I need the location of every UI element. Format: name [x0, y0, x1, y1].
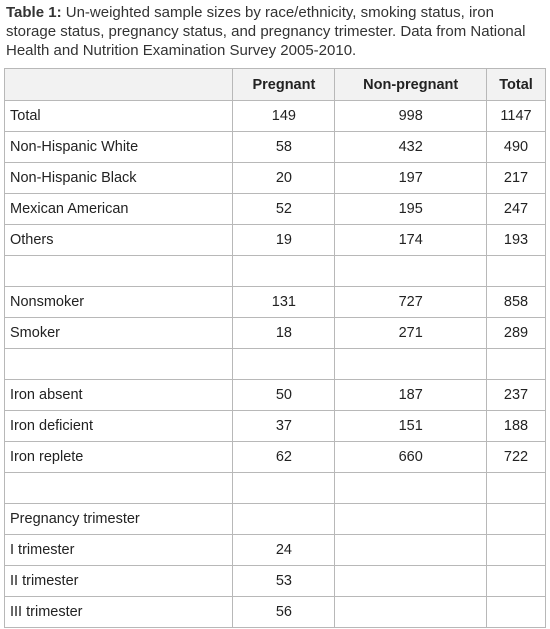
row-label: Smoker	[3, 317, 234, 349]
empty-cell	[486, 255, 546, 287]
empty-cell	[486, 565, 546, 597]
table-row: Iron absent 50 187 237	[3, 379, 546, 411]
table-row: Non-Hispanic Black 20 197 217	[3, 162, 546, 194]
empty-cell	[232, 255, 336, 287]
cell: 187	[334, 379, 488, 411]
empty-cell	[486, 472, 546, 504]
row-label: Pregnancy trimester	[3, 503, 234, 535]
table-row: I trimester 24	[3, 534, 546, 566]
table-row: II trimester 53	[3, 565, 546, 597]
cell: 58	[232, 131, 336, 163]
row-label: Non-Hispanic White	[3, 131, 234, 163]
table-row: III trimester 56	[3, 596, 546, 628]
table-row: Iron deficient 37 151 188	[3, 410, 546, 442]
cell: 24	[232, 534, 336, 566]
table-row: Mexican American 52 195 247	[3, 193, 546, 225]
cell: 197	[334, 162, 488, 194]
row-label: Mexican American	[3, 193, 234, 225]
cell: 174	[334, 224, 488, 256]
empty-cell	[334, 472, 488, 504]
empty-cell	[486, 534, 546, 566]
header-cell: Pregnant	[232, 68, 336, 101]
cell: 131	[232, 286, 336, 318]
cell: 20	[232, 162, 336, 194]
empty-cell	[334, 565, 488, 597]
cell: 149	[232, 100, 336, 132]
table-row: Iron replete 62 660 722	[3, 441, 546, 473]
empty-cell	[3, 472, 234, 504]
cell: 858	[486, 286, 546, 318]
empty-cell	[334, 534, 488, 566]
row-label: Total	[3, 100, 234, 132]
empty-cell	[232, 503, 336, 535]
cell: 50	[232, 379, 336, 411]
table-row: Non-Hispanic White 58 432 490	[3, 131, 546, 163]
cell: 490	[486, 131, 546, 163]
row-label: Iron absent	[3, 379, 234, 411]
cell: 217	[486, 162, 546, 194]
header-row: Pregnant Non-pregnant Total	[3, 68, 546, 101]
table-row	[3, 255, 546, 287]
cell: 53	[232, 565, 336, 597]
empty-cell	[3, 255, 234, 287]
header-cell: Total	[486, 68, 546, 101]
table-caption: Table 1: Un-weighted sample sizes by rac…	[6, 3, 546, 60]
cell: 37	[232, 410, 336, 442]
caption-text: Un-weighted sample sizes by race/ethnici…	[6, 4, 526, 59]
cell: 271	[334, 317, 488, 349]
cell: 289	[486, 317, 546, 349]
empty-cell	[334, 348, 488, 380]
table-row: Pregnancy trimester	[3, 503, 546, 535]
table-row: Smoker 18 271 289	[3, 317, 546, 349]
empty-cell	[334, 255, 488, 287]
empty-cell	[486, 503, 546, 535]
empty-cell	[334, 503, 488, 535]
table-row: Total 149 998 1147	[3, 100, 546, 132]
table-row	[3, 348, 546, 380]
empty-cell	[486, 348, 546, 380]
row-label: Nonsmoker	[3, 286, 234, 318]
header-cell: Non-pregnant	[334, 68, 488, 101]
empty-cell	[486, 596, 546, 628]
cell: 188	[486, 410, 546, 442]
row-label: Non-Hispanic Black	[3, 162, 234, 194]
row-label: Iron replete	[3, 441, 234, 473]
cell: 195	[334, 193, 488, 225]
header-cell	[3, 68, 234, 101]
empty-cell	[232, 348, 336, 380]
table-body: Total 149 998 1147 Non-Hispanic White 58 432 49…	[3, 100, 546, 628]
row-label: II trimester	[3, 565, 234, 597]
cell: 722	[486, 441, 546, 473]
cell: 432	[334, 131, 488, 163]
cell: 56	[232, 596, 336, 628]
cell: 62	[232, 441, 336, 473]
cell: 237	[486, 379, 546, 411]
data-table: Pregnant Non-pregnant Total Total 149 998 114…	[3, 68, 546, 628]
empty-cell	[334, 596, 488, 628]
row-label: Iron deficient	[3, 410, 234, 442]
empty-cell	[232, 472, 336, 504]
cell: 19	[232, 224, 336, 256]
table-row	[3, 472, 546, 504]
cell: 727	[334, 286, 488, 318]
cell: 151	[334, 410, 488, 442]
cell: 18	[232, 317, 336, 349]
cell: 660	[334, 441, 488, 473]
cell: 1147	[486, 100, 546, 132]
caption-label: Table 1:	[6, 4, 62, 21]
table-row: Nonsmoker 131 727 858	[3, 286, 546, 318]
cell: 52	[232, 193, 336, 225]
table-row: Others 19 174 193	[3, 224, 546, 256]
cell: 998	[334, 100, 488, 132]
cell: 193	[486, 224, 546, 256]
row-label: I trimester	[3, 534, 234, 566]
empty-cell	[3, 348, 234, 380]
row-label: Others	[3, 224, 234, 256]
row-label: III trimester	[3, 596, 234, 628]
cell: 247	[486, 193, 546, 225]
